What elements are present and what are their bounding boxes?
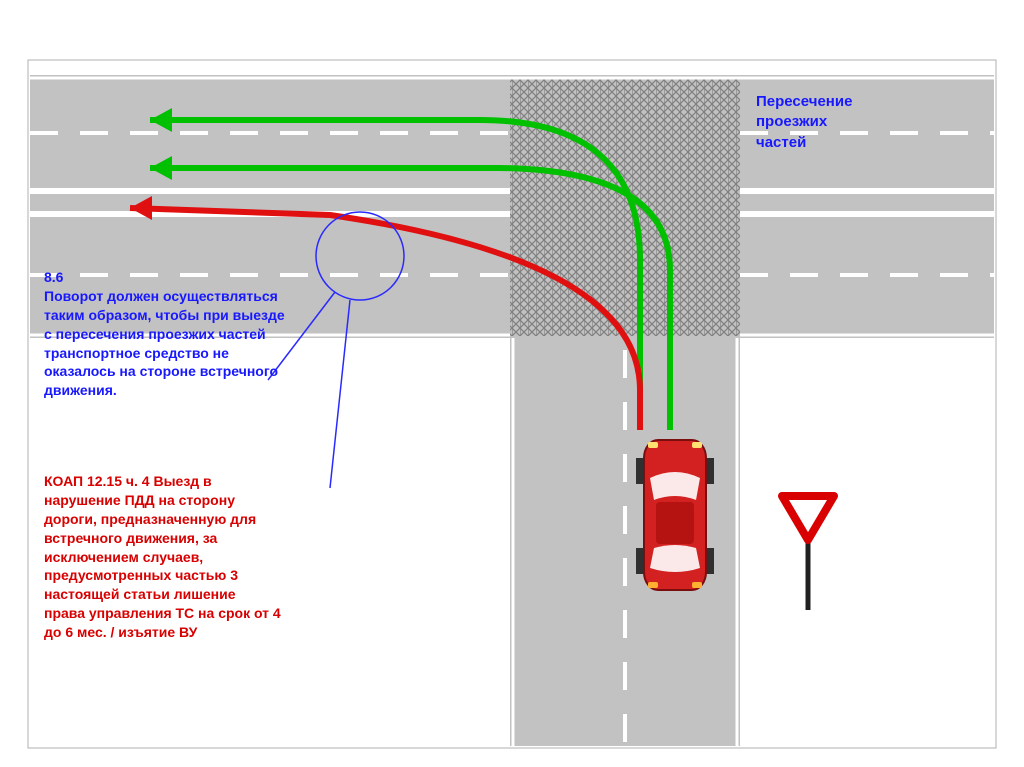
yield-sign-triangle-icon — [782, 496, 834, 540]
label-koap-12-15: КОАП 12.15 ч. 4 Выезд в нарушение ПДД на… — [44, 472, 281, 642]
label-rule-8-6: 8.6 Поворот должен осуществляться таким … — [44, 268, 285, 400]
diagram-canvas: Пересечение проезжих частей 8.6 Поворот … — [0, 0, 1024, 767]
intersection-hatch — [510, 77, 740, 336]
yield-sign — [782, 496, 834, 610]
label-intersection: Пересечение проезжих частей — [756, 92, 852, 153]
car — [636, 440, 714, 590]
